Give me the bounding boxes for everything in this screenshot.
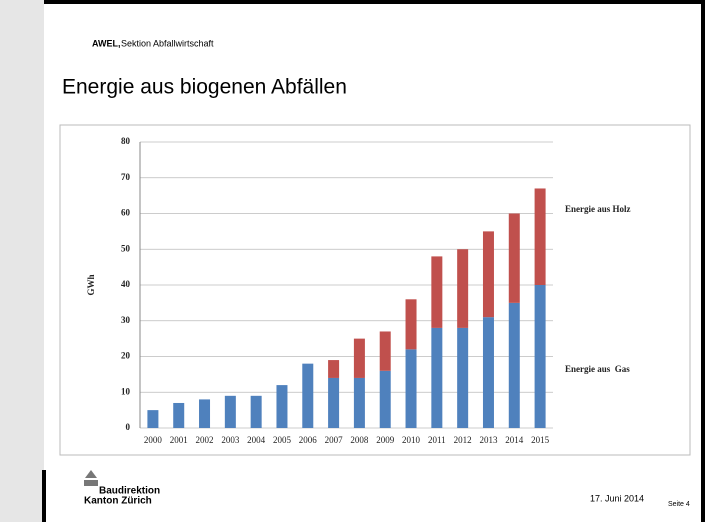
section: Sektion Abfallwirtschaft	[121, 38, 214, 48]
x-tick-label: 2015	[531, 435, 550, 445]
legend-label: Energie aus Gas	[565, 364, 630, 374]
legend-label: Energie aus Holz	[565, 204, 631, 214]
y-tick-label: 20	[121, 351, 131, 361]
y-tick-label: 0	[126, 422, 131, 432]
bar-segment	[508, 213, 520, 303]
y-tick-label: 30	[121, 315, 131, 325]
x-tick-label: 2010	[402, 435, 421, 445]
logo-icon	[84, 470, 98, 486]
bar-segment	[224, 395, 236, 428]
top-border	[44, 0, 705, 4]
bar-segment	[534, 285, 546, 428]
bar-segment	[379, 331, 391, 371]
x-tick-label: 2003	[221, 435, 240, 445]
bar-segment	[457, 249, 469, 328]
bar-segment	[534, 188, 546, 285]
x-tick-label: 2004	[247, 435, 266, 445]
bar-segment	[328, 360, 340, 378]
bar-segment	[482, 317, 494, 428]
bar-segment	[328, 377, 340, 428]
logo	[84, 470, 98, 486]
bar-segment	[353, 338, 365, 378]
slide-title: Energie aus biogenen Abfällen	[62, 76, 347, 99]
x-tick-label: 2009	[376, 435, 395, 445]
x-tick-label: 2013	[479, 435, 498, 445]
y-tick-label: 80	[121, 136, 131, 146]
x-tick-label: 2002	[196, 435, 214, 445]
date: 17. Juni 2014	[590, 493, 644, 503]
bar-segment	[147, 410, 159, 428]
logo-line2: Kanton Zürich	[84, 496, 152, 507]
x-tick-label: 2008	[350, 435, 369, 445]
x-tick-label: 2005	[273, 435, 292, 445]
x-tick-label: 2000	[144, 435, 163, 445]
x-tick-label: 2006	[299, 435, 318, 445]
bar-segment	[482, 231, 494, 318]
bar-segment	[199, 399, 211, 428]
x-tick-label: 2014	[505, 435, 524, 445]
side-band	[0, 0, 44, 522]
right-border	[701, 0, 705, 522]
bar-segment	[508, 302, 520, 428]
y-tick-label: 70	[121, 172, 131, 182]
chart: GWh 0 10 20 30 40 50 60 70 80 2000 2001 2002 2003 200…	[86, 136, 630, 445]
bar-segment	[405, 299, 417, 350]
bar-segment	[173, 402, 185, 428]
org: AWEL,	[92, 38, 121, 48]
bar-segment	[250, 395, 262, 428]
left-foot-border	[42, 470, 46, 522]
y-tick-label: 60	[121, 208, 131, 218]
x-tick-label: 2007	[325, 435, 344, 445]
y-tick-label: 10	[121, 386, 131, 396]
bar-segment	[405, 349, 417, 428]
bar-segment	[379, 370, 391, 428]
bar-segment	[276, 385, 288, 428]
bar-segment	[431, 327, 443, 428]
bar-segment	[457, 327, 469, 428]
logo-line1: Baudirektion	[99, 486, 160, 497]
bar-segment	[353, 377, 365, 428]
y-axis-label: GWh	[86, 274, 96, 295]
page-number: Seite 4	[668, 501, 690, 508]
x-tick-label: 2011	[428, 435, 446, 445]
bar-segment	[431, 256, 443, 328]
x-tick-label: 2012	[454, 435, 472, 445]
y-tick-label: 40	[121, 279, 131, 289]
x-tick-label: 2001	[170, 435, 188, 445]
y-tick-label: 50	[121, 243, 131, 253]
chart-frame	[59, 124, 691, 456]
bar-segment	[302, 363, 314, 428]
